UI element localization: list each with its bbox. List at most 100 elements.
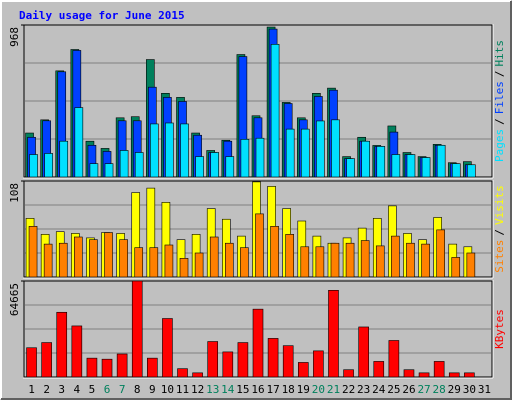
- bar: [418, 372, 430, 378]
- x-tick-label: 26: [402, 383, 415, 396]
- bar: [177, 368, 188, 378]
- bar: [195, 156, 204, 178]
- bar: [56, 311, 68, 378]
- x-tick-label: 22: [342, 383, 355, 396]
- legend-entry: Files: [493, 81, 506, 114]
- x-tick-label: 27: [417, 383, 430, 396]
- bar: [331, 119, 340, 178]
- y-tick-label: 64665: [8, 283, 21, 316]
- bar: [361, 140, 370, 178]
- x-tick-label: 13: [206, 383, 219, 396]
- x-tick-label: 4: [74, 383, 81, 396]
- bar: [210, 152, 220, 178]
- bar: [74, 107, 84, 178]
- bar: [315, 246, 325, 278]
- bar: [406, 242, 415, 278]
- bar: [297, 362, 309, 378]
- bar: [86, 357, 98, 378]
- bar: [433, 361, 445, 378]
- bar: [104, 163, 114, 178]
- bar: [466, 252, 476, 278]
- bar: [451, 257, 461, 278]
- bar: [313, 350, 324, 378]
- bar: [209, 236, 219, 278]
- bar: [89, 239, 98, 278]
- x-tick-label: 31: [478, 383, 491, 396]
- bar: [147, 357, 158, 378]
- bar: [89, 163, 99, 178]
- bar: [74, 236, 83, 278]
- x-tick-label: 8: [134, 383, 141, 396]
- legend: Pages / Files / Hits: [493, 40, 506, 162]
- legend-entry: Pages: [493, 129, 506, 162]
- bar: [358, 326, 369, 378]
- bar: [421, 157, 431, 178]
- bar: [162, 318, 173, 378]
- x-tick-label: 17: [266, 383, 279, 396]
- bar: [267, 338, 279, 378]
- bar: [376, 146, 386, 178]
- bar: [225, 242, 234, 278]
- bar: [300, 246, 310, 278]
- legend-separator: /: [493, 71, 506, 78]
- bar: [464, 372, 475, 378]
- y-tick-label: 968: [8, 27, 21, 47]
- bar: [101, 358, 113, 378]
- bar: [43, 243, 53, 278]
- bar: [180, 123, 189, 178]
- x-tick-label: 9: [149, 383, 156, 396]
- bar: [467, 164, 476, 178]
- bar: [165, 122, 174, 178]
- bar: [316, 120, 325, 178]
- x-tick-label: 1: [28, 383, 35, 396]
- bar: [448, 372, 460, 378]
- bar: [44, 153, 53, 178]
- bar: [255, 213, 264, 278]
- x-tick-label: 7: [119, 383, 126, 396]
- bar: [164, 244, 174, 278]
- bar: [225, 156, 235, 178]
- legend-entry: Visits: [493, 185, 506, 225]
- x-tick-label: 28: [433, 383, 446, 396]
- x-tick-label: 6: [104, 383, 111, 396]
- legend-entry: Sites: [493, 240, 506, 273]
- bar: [436, 144, 446, 178]
- bar: [119, 239, 128, 278]
- bar: [26, 347, 37, 378]
- bar: [150, 123, 159, 178]
- x-tick-label: 18: [282, 383, 295, 396]
- x-tick-label: 20: [312, 383, 325, 396]
- bar: [252, 308, 264, 378]
- bar: [406, 154, 416, 178]
- bar: [300, 128, 310, 178]
- bar: [343, 369, 354, 378]
- bar: [240, 139, 250, 178]
- legend-entry: KBytes: [493, 309, 506, 349]
- legend-separator: /: [493, 118, 506, 125]
- x-tick-label: 21: [327, 383, 340, 396]
- bar: [237, 342, 249, 378]
- y-tick-label: 108: [8, 183, 21, 203]
- bar: [330, 242, 340, 278]
- bar: [194, 252, 204, 278]
- bar: [388, 340, 400, 378]
- x-tick-label: 25: [387, 383, 400, 396]
- bar: [451, 163, 461, 178]
- x-tick-label: 19: [297, 383, 310, 396]
- x-tick-label: 23: [357, 383, 370, 396]
- bar: [421, 243, 430, 278]
- bar: [192, 372, 203, 378]
- bar: [28, 226, 38, 278]
- bar: [116, 353, 128, 378]
- x-tick-label: 3: [58, 383, 65, 396]
- legend: KBytes: [493, 309, 506, 349]
- x-tick-label: 5: [89, 383, 96, 396]
- bar: [270, 44, 280, 178]
- bar: [345, 242, 355, 278]
- bar: [207, 341, 219, 378]
- bar: [375, 245, 385, 278]
- bar: [391, 154, 401, 178]
- bar: [119, 150, 129, 178]
